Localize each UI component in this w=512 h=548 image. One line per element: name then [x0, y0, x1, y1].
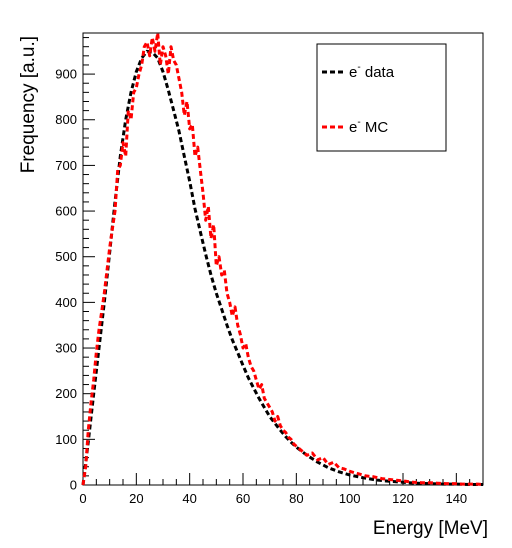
- legend-box: [316, 43, 447, 152]
- y-tick-label: 400: [55, 295, 77, 310]
- y-tick-label: 200: [55, 386, 77, 401]
- legend-label-mc: e- MC: [349, 117, 388, 136]
- legend-label-data: e- data: [349, 62, 395, 81]
- x-tick-label: 120: [392, 491, 414, 506]
- x-axis-title: Energy [MeV]: [373, 518, 488, 539]
- y-tick-label: 300: [55, 341, 77, 356]
- data-series-line: [81, 49, 483, 486]
- x-axis: 0 20 40 60 80 100 120 140: [79, 473, 484, 506]
- y-axis-title: Frequency [a.u.]: [18, 36, 39, 173]
- y-tick-label: 100: [55, 432, 77, 447]
- x-tick-label: 140: [445, 491, 467, 506]
- y-tick-label: 800: [55, 112, 77, 127]
- x-tick-label: 80: [289, 491, 303, 506]
- x-tick-label: 0: [79, 491, 86, 506]
- x-tick-label: 20: [129, 491, 143, 506]
- y-tick-label: 500: [55, 249, 77, 264]
- y-tick-label: 900: [55, 67, 77, 82]
- mc-series-line: [81, 31, 484, 486]
- x-tick-label: 100: [339, 491, 361, 506]
- series-layer: [81, 31, 484, 486]
- y-tick-label: 0: [70, 478, 77, 493]
- legend: e- data e- MC: [316, 43, 447, 152]
- y-tick-label: 600: [55, 204, 77, 219]
- y-tick-label: 700: [55, 158, 77, 173]
- x-tick-label: 40: [182, 491, 196, 506]
- y-axis: 0 100 200 300 400 500 600 700 800 900: [55, 37, 95, 493]
- x-tick-label: 60: [236, 491, 250, 506]
